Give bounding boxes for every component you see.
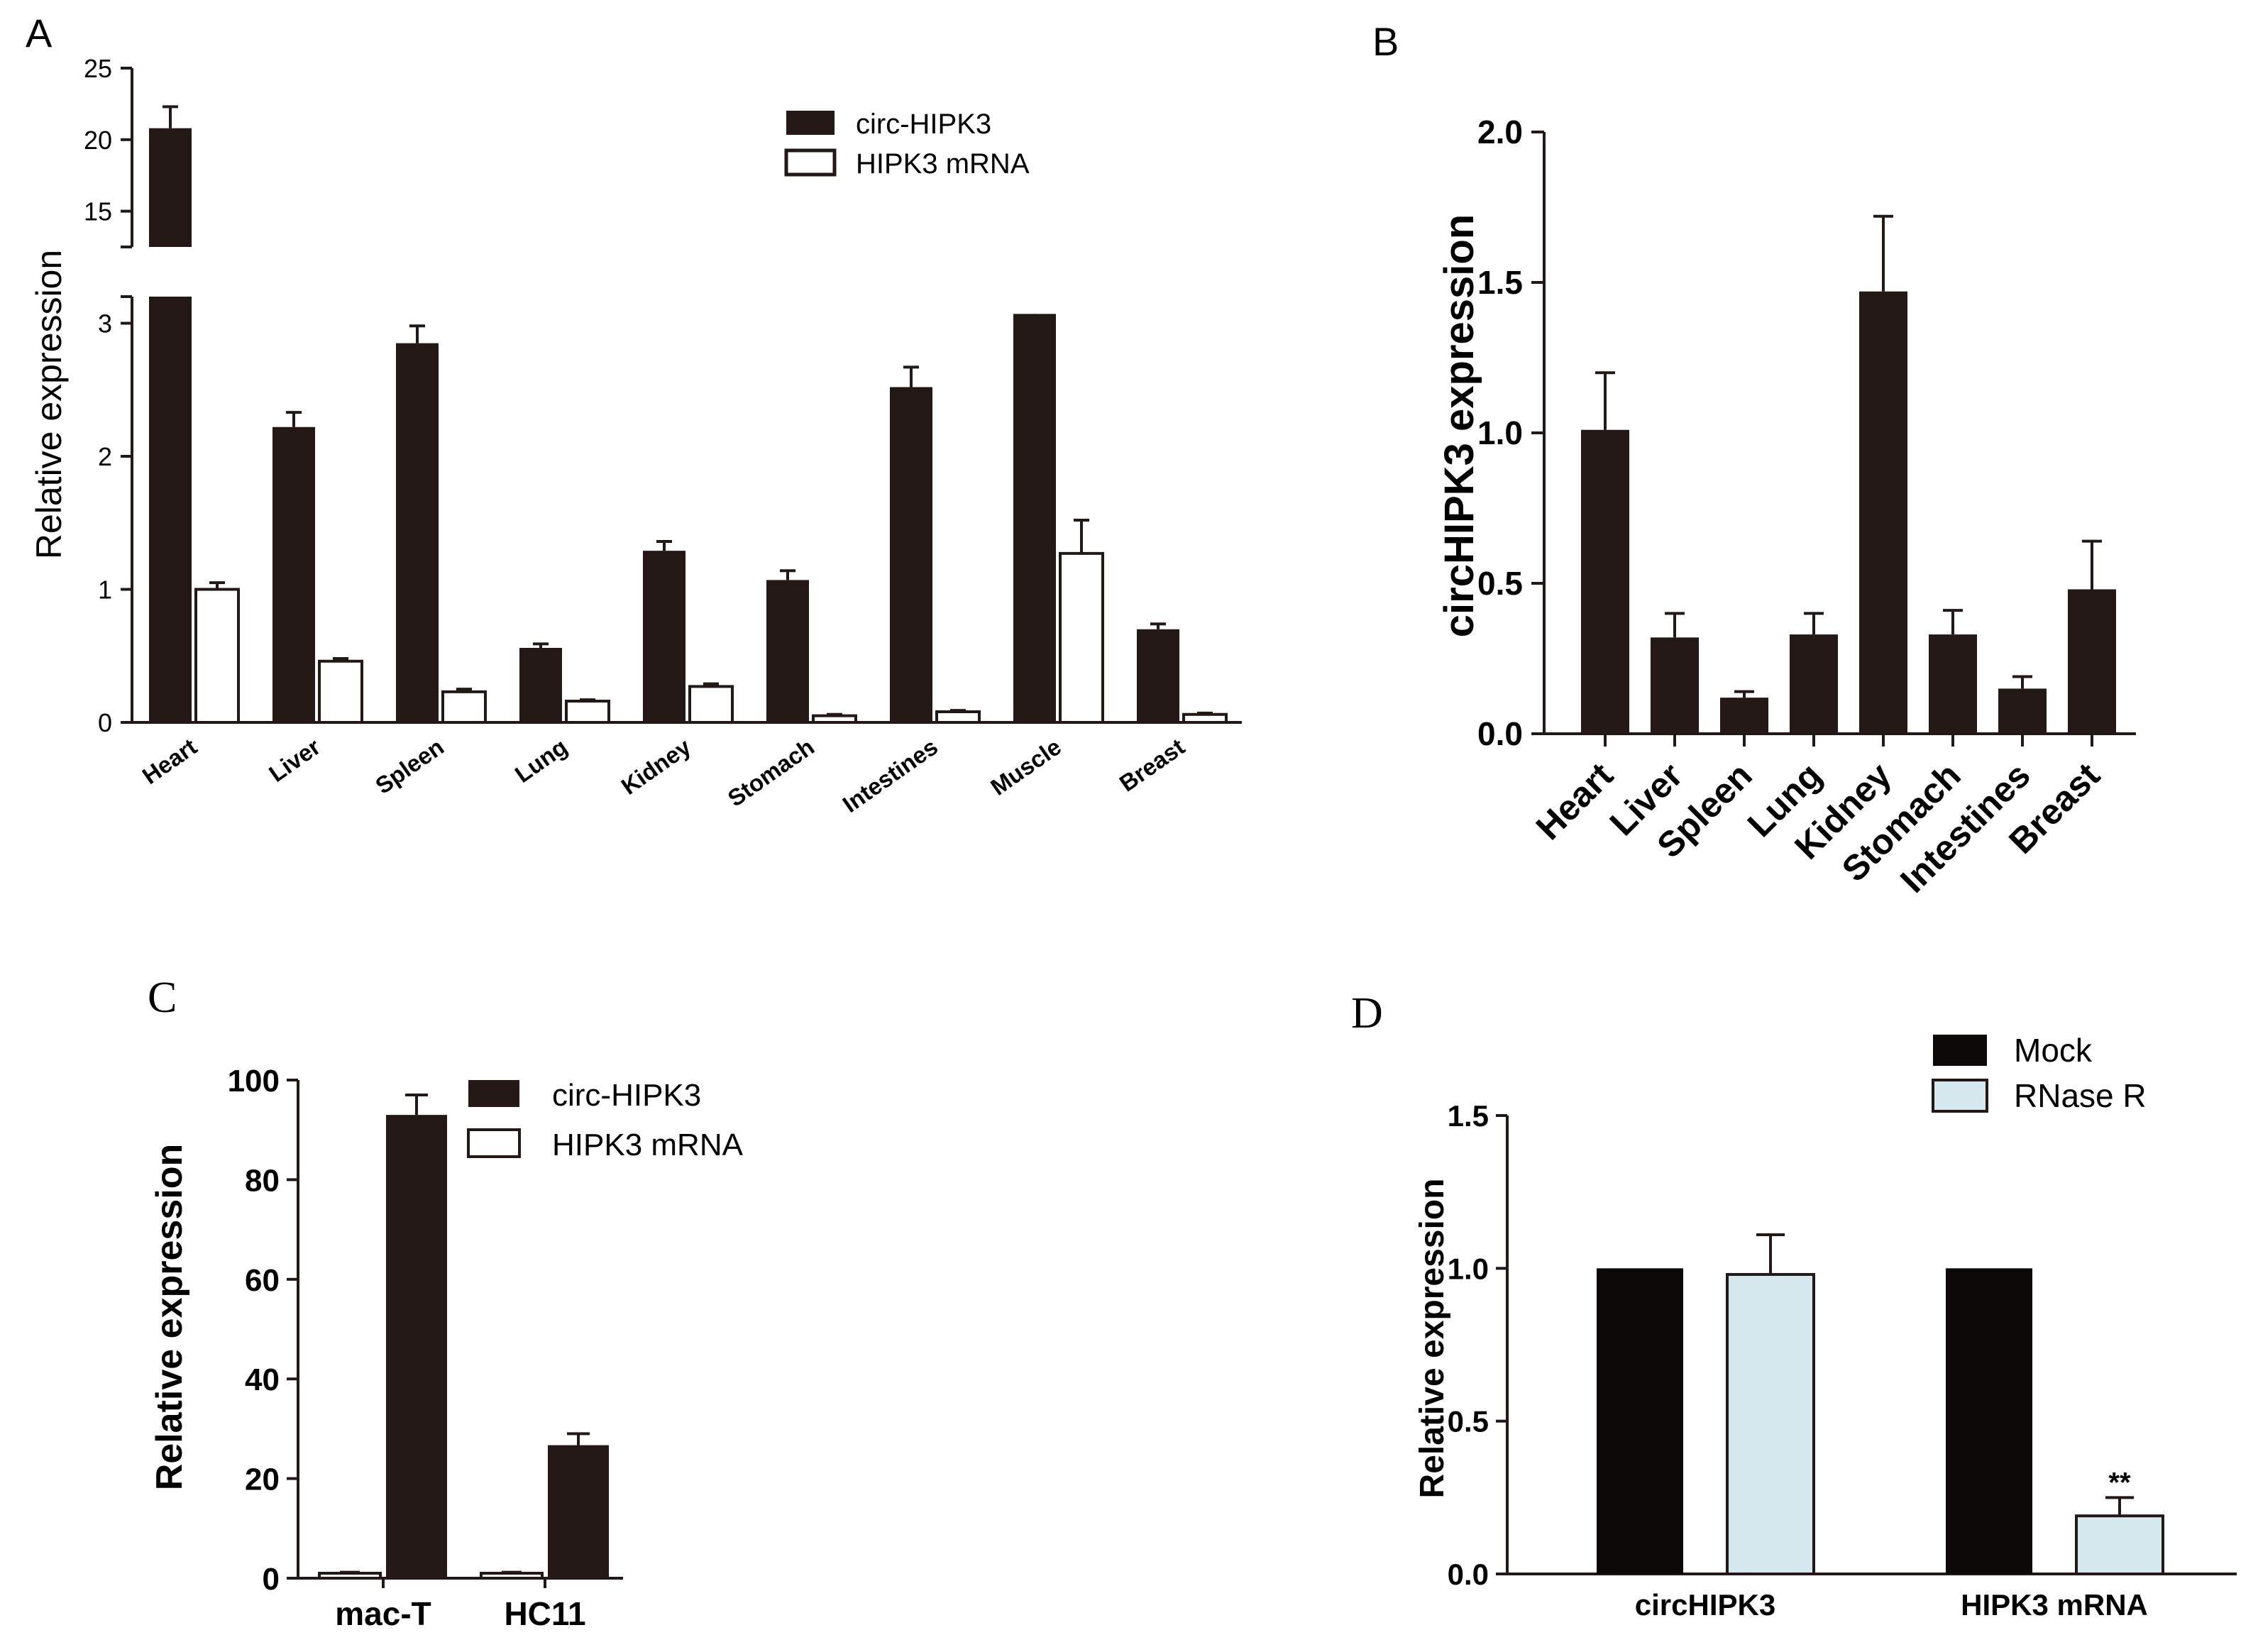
panel-a-label: A <box>26 11 53 55</box>
y-tick-label: 1.0 <box>1448 1252 1489 1285</box>
bar-circhipk3-lung <box>1790 634 1838 734</box>
y-tick-label: 1.5 <box>1448 1099 1489 1133</box>
bar-circ-hipk3-kidney <box>643 551 685 722</box>
y-tick-label: 20 <box>245 1463 280 1497</box>
y-tick-label: 0.0 <box>1448 1558 1489 1591</box>
panel-c-label: C <box>148 974 177 1022</box>
bar-hipk3-mrna-kidney <box>688 685 734 724</box>
y-tick-label: 100 <box>228 1064 280 1098</box>
x-tick-label-circhipk3: circHIPK3 <box>1635 1588 1775 1621</box>
bar-circ-hipk3-heart <box>149 128 192 247</box>
bar-hipk3-mrna-breast <box>1182 712 1228 724</box>
x-tick-label-hipk3-mrna: HIPK3 mRNA <box>1961 1588 2148 1621</box>
y-tick-label: 3 <box>98 309 112 338</box>
panel-b-bars <box>1581 214 2116 734</box>
y-tick-label: 60 <box>245 1263 280 1298</box>
bar-circ-hipk3-mac-t <box>386 1115 447 1578</box>
panel-d-y-axis-label: Relative expression <box>1414 1179 1451 1499</box>
legend-label-hipk3-mrna: HIPK3 mRNA <box>552 1128 744 1162</box>
y-tick-label: 1 <box>98 576 112 605</box>
bar-rnase-r-hipk3-mrna <box>2075 1514 2164 1576</box>
legend-swatch-hipk3-mrna <box>784 148 837 177</box>
panel-a-legend: circ-HIPK3 HIPK3 mRNA <box>784 109 1030 180</box>
y-tick-label: 40 <box>245 1362 280 1397</box>
legend-swatch-circ-hipk3 <box>786 111 835 135</box>
y-tick-label: 25 <box>84 54 112 83</box>
panel-d-tick-labels: 0.0 0.5 1.0 1.5 circHIPK3 HIPK3 mRNA ** <box>1448 1099 2148 1621</box>
y-tick-label: 0.5 <box>1477 565 1523 602</box>
y-tick-label: 1.5 <box>1477 264 1523 301</box>
panel-d: D Relative expression 0.0 0.5 1.0 1.5 circHI… <box>1351 989 2237 1621</box>
bar-circhipk3-breast <box>2068 589 2116 734</box>
bar-hipk3-mrna-lung <box>565 700 610 724</box>
bar-circ-hipk3-liver <box>272 426 315 722</box>
panel-b-label: B <box>1372 19 1399 64</box>
bar-circhipk3-intestines <box>1998 688 2047 734</box>
bar-circ-hipk3-lung <box>519 648 562 722</box>
legend-swatch-rnase-r <box>1932 1079 1988 1113</box>
bar-circ-hipk3-muscle <box>1013 314 1056 722</box>
bar-hipk3-mrna-muscle <box>1059 551 1104 724</box>
bar-circhipk3-liver <box>1651 637 1699 734</box>
y-tick-label: 1.0 <box>1477 414 1523 451</box>
panel-d-label: D <box>1351 989 1383 1037</box>
significance-annotation: ** <box>2108 1467 2131 1498</box>
bar-hipk3-mrna-hc11 <box>480 1571 544 1580</box>
bar-circhipk3-kidney <box>1859 291 1907 734</box>
y-tick-label: 0.0 <box>1477 715 1523 752</box>
bar-circhipk3-spleen <box>1720 698 1768 734</box>
bar-hipk3-mrna-mac-t <box>318 1571 382 1580</box>
bar-circ-hipk3-hc11 <box>548 1445 609 1578</box>
panel-c-legend: circ-HIPK3 HIPK3 mRNA <box>467 1078 744 1162</box>
y-tick-label: 15 <box>84 197 112 226</box>
y-tick-label: 0 <box>263 1562 280 1597</box>
y-tick-label: 0 <box>98 708 112 737</box>
legend-swatch-circ-hipk3 <box>468 1080 519 1107</box>
bar-circhipk3-stomach <box>1929 634 1977 734</box>
legend-label-mock: Mock <box>2014 1032 2093 1069</box>
legend-swatch-hipk3-mrna <box>467 1128 521 1158</box>
panel-a-y-axis-label: Relative expression <box>29 250 69 559</box>
legend-label-hipk3-mrna: HIPK3 mRNA <box>856 148 1030 180</box>
bar-circhipk3-heart <box>1581 429 1629 734</box>
y-tick-label: 20 <box>84 126 112 155</box>
panel-c-bars <box>318 1094 609 1580</box>
x-tick-label-hc11: HC11 <box>504 1595 585 1632</box>
bar-hipk3-mrna-stomach <box>812 714 857 724</box>
legend-label-circ-hipk3: circ-HIPK3 <box>552 1078 701 1113</box>
bar-mock-hipk3-mrna <box>1946 1268 2032 1574</box>
bar-hipk3-mrna-spleen <box>441 690 487 724</box>
bar-circ-hipk3-intestines <box>890 387 932 722</box>
bar-mock-circhipk3 <box>1597 1268 1683 1574</box>
x-tick-label-mac-t: mac-T <box>335 1595 431 1632</box>
bar-hipk3-mrna-intestines <box>935 710 981 724</box>
bar-hipk3-mrna-heart <box>194 588 240 724</box>
panel-c-tick-labels: 0 20 40 60 80 100 mac-T HC11 <box>228 1064 586 1632</box>
panel-d-bars <box>1597 1233 2164 1576</box>
y-tick-label: 2.0 <box>1477 114 1523 150</box>
panel-c-y-axis-label: Relative expression <box>149 1144 190 1490</box>
panel-b-y-axis-label: circHIPK3 expression <box>1436 214 1482 637</box>
bar-hipk3-mrna-liver <box>318 659 363 724</box>
legend-label-rnase-r: RNase R <box>2014 1077 2147 1114</box>
y-tick-label: 0.5 <box>1448 1405 1489 1438</box>
bar-circ-hipk3-heart-lower <box>149 297 192 722</box>
y-tick-label: 2 <box>98 442 112 471</box>
y-tick-label: 80 <box>245 1163 280 1198</box>
bar-rnase-r-circhipk3 <box>1726 1272 1815 1575</box>
panel-a-bars <box>149 105 1228 724</box>
legend-swatch-mock <box>1933 1035 1987 1066</box>
panel-c: C Relative expression 0 20 40 60 80 100 mac-T H… <box>148 974 744 1632</box>
legend-label-circ-hipk3: circ-HIPK3 <box>856 109 991 140</box>
bar-circ-hipk3-stomach <box>766 580 809 722</box>
panel-d-legend: Mock RNase R <box>1932 1032 2147 1114</box>
bar-circ-hipk3-spleen <box>396 343 439 722</box>
panel-a-axes <box>121 67 1242 724</box>
bar-circ-hipk3-breast <box>1137 629 1179 722</box>
